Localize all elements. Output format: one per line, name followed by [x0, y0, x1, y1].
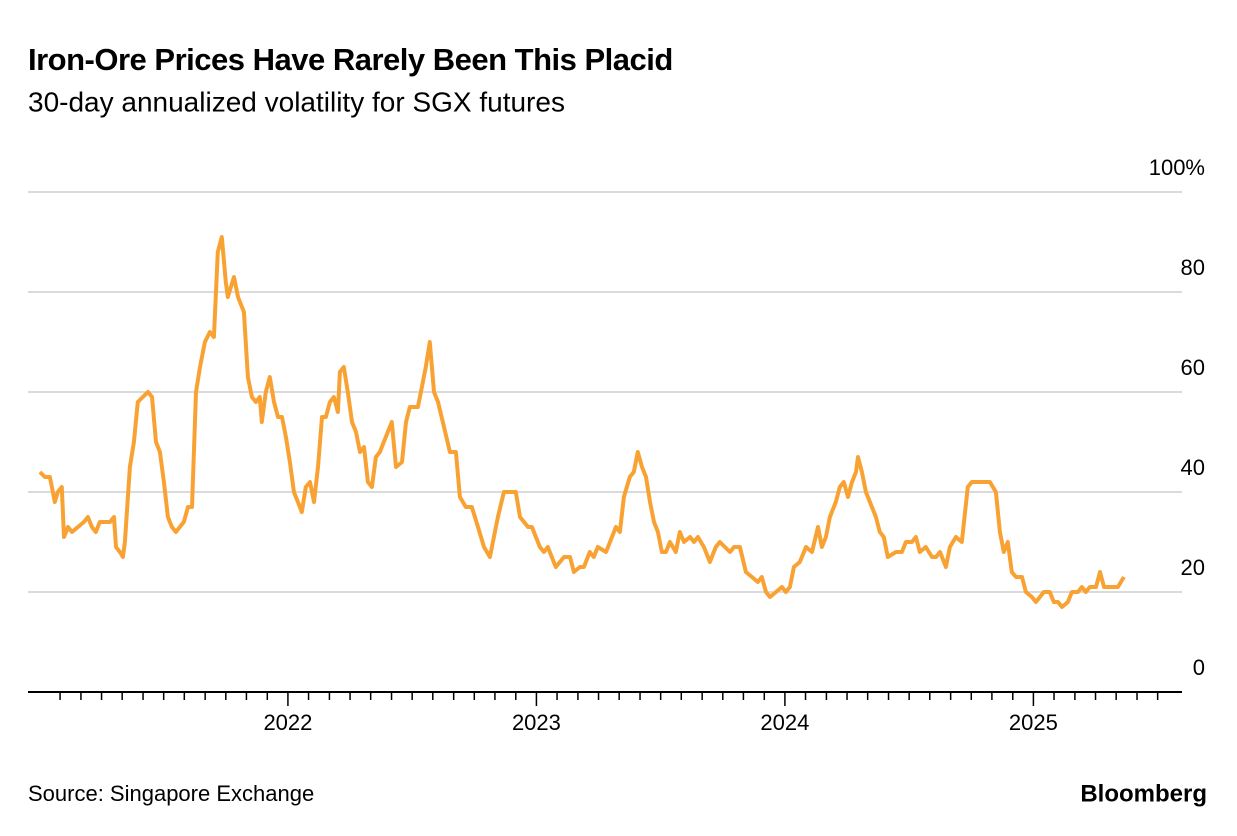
y-tick-label: 0 [1193, 655, 1205, 680]
y-tick-label: 60 [1181, 355, 1205, 380]
y-tick-label: 80 [1181, 255, 1205, 280]
y-tick-label: 40 [1181, 455, 1205, 480]
y-tick-label: 100% [1149, 155, 1205, 180]
chart-title: Iron-Ore Prices Have Rarely Been This Pl… [28, 42, 673, 77]
source: Source: Singapore Exchange [28, 781, 314, 806]
x-tick-label: 2025 [1009, 710, 1058, 735]
chart-subtitle: 30-day annualized volatility for SGX fut… [28, 86, 565, 117]
x-tick-label: 2024 [760, 710, 809, 735]
x-tick-label: 2022 [263, 710, 312, 735]
brand: Bloomberg [1080, 780, 1207, 807]
data-line [38, 235, 1126, 609]
x-tick-label: 2023 [512, 710, 561, 735]
y-tick-label: 20 [1181, 555, 1205, 580]
